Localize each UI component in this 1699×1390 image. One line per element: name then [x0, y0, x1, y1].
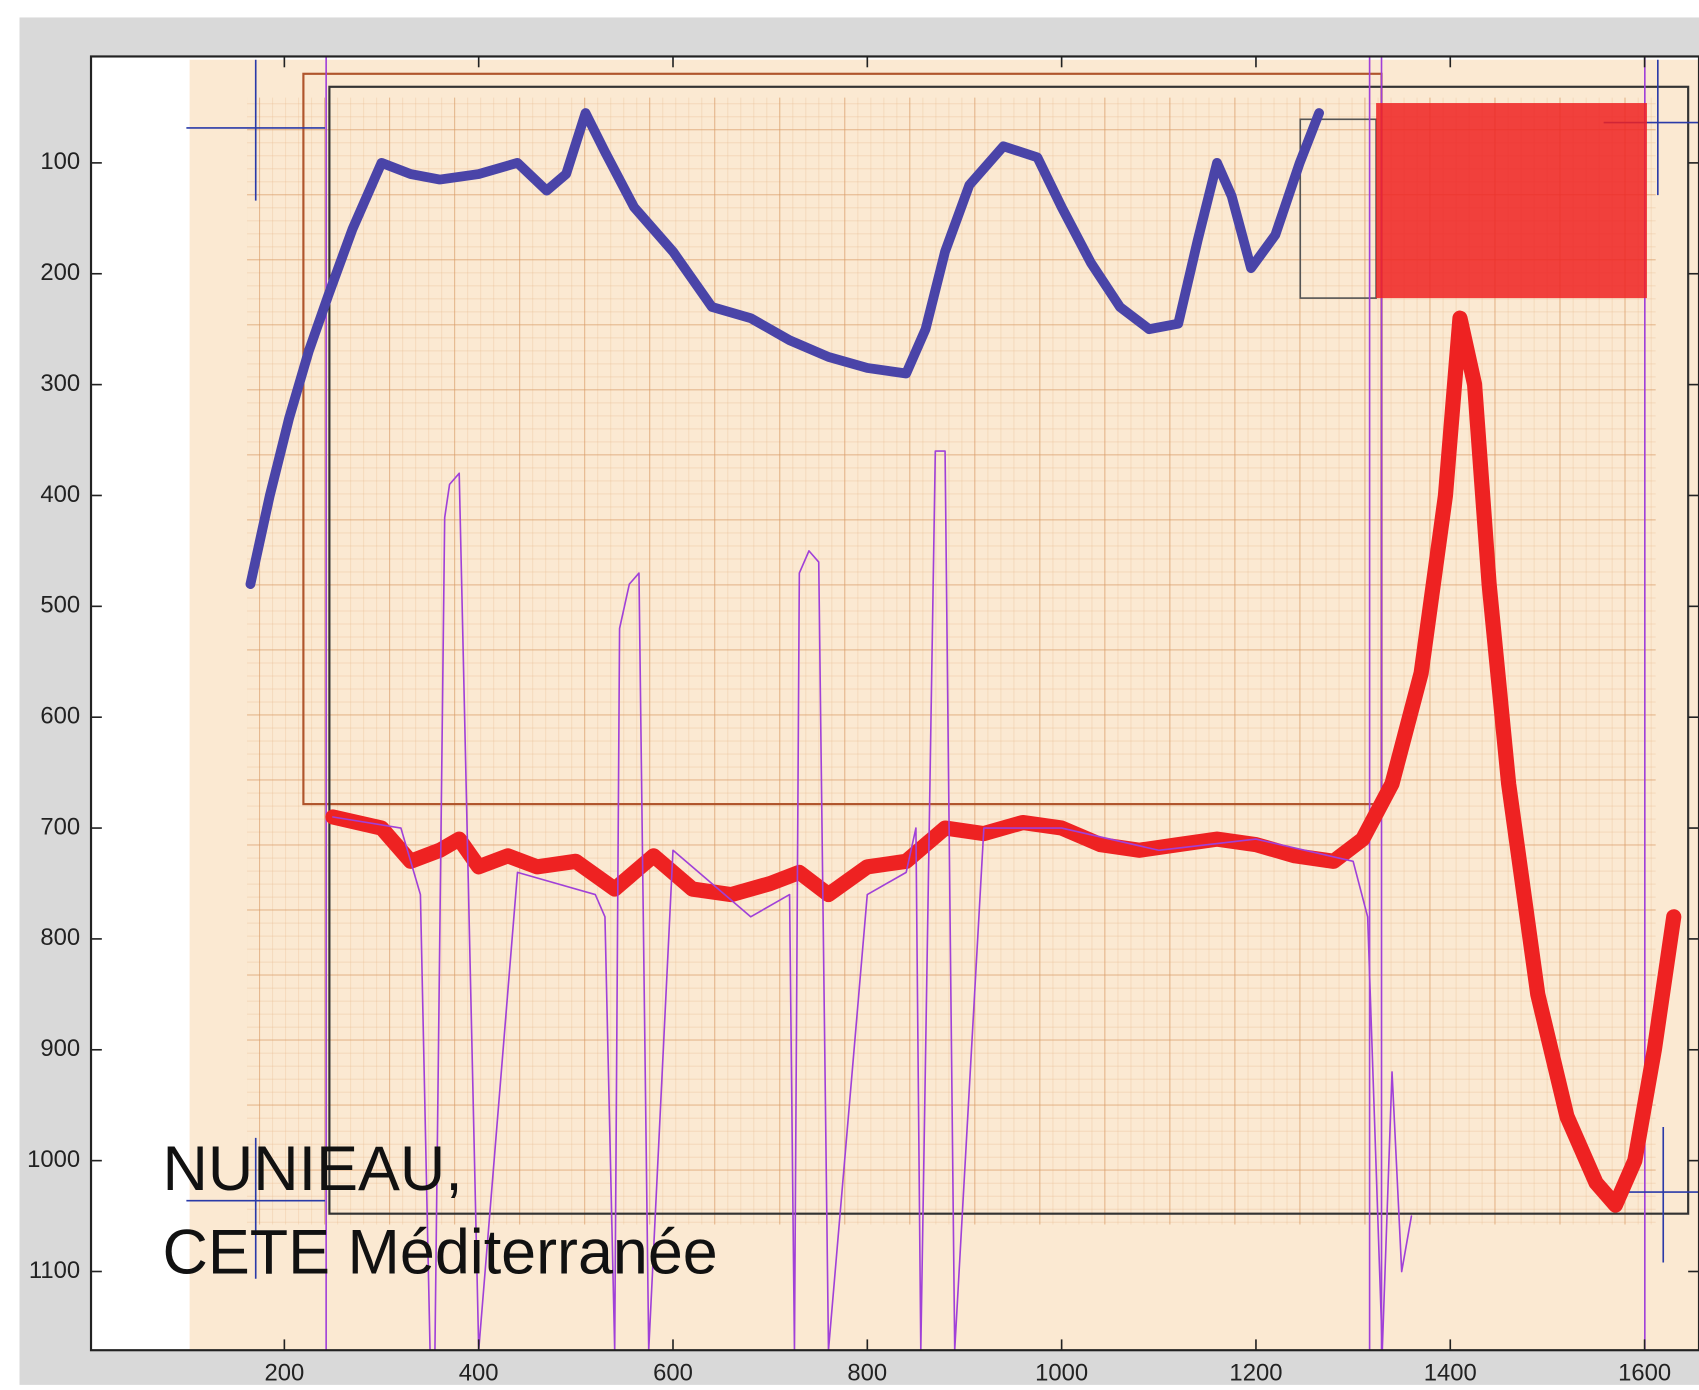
axes-border — [89, 55, 1699, 1352]
y-tick-label: 700 — [40, 813, 80, 840]
y-tick-label: 100 — [40, 148, 80, 175]
y-tick-label: 900 — [40, 1035, 80, 1062]
x-tick-label: 600 — [653, 1359, 693, 1385]
trace — [332, 450, 1413, 1352]
x-tick-label: 1600 — [1618, 1359, 1671, 1385]
trace — [325, 310, 1682, 1213]
plot-layer — [245, 108, 1682, 1352]
y-tick-label: 1000 — [27, 1146, 80, 1173]
y-tick-label: 200 — [40, 259, 80, 286]
frame-box — [328, 85, 1690, 1215]
y-tick-label: 600 — [40, 702, 80, 729]
x-tick-label: 800 — [847, 1359, 887, 1385]
y-tick-label: 1100 — [29, 1257, 80, 1284]
x-tick-label: 1400 — [1424, 1359, 1477, 1385]
y-tick-label: 300 — [40, 370, 80, 397]
annotation: NUNIEAU, — [163, 1134, 463, 1204]
y-tick-label: 800 — [40, 924, 80, 951]
y-tick-label: 400 — [40, 481, 80, 508]
x-tick-label: 1200 — [1229, 1359, 1282, 1385]
x-tick-label: 200 — [264, 1359, 304, 1385]
x-tick-label: 400 — [459, 1359, 499, 1385]
trace — [245, 108, 1324, 590]
red-marker-cluster — [1376, 103, 1647, 299]
y-tick-label: 500 — [40, 592, 80, 619]
x-tick-label: 1000 — [1035, 1359, 1088, 1385]
annotation: CETE Méditerranée — [163, 1217, 718, 1287]
